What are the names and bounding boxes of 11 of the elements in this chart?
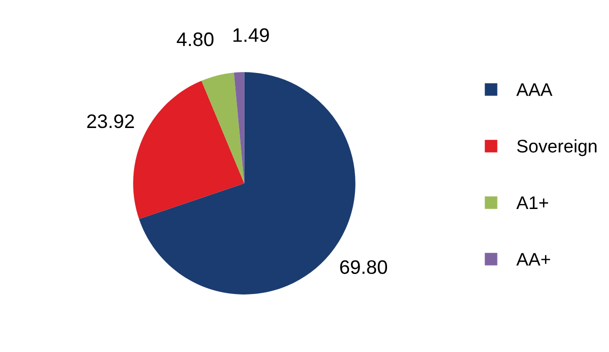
pie-slice bbox=[133, 80, 244, 220]
legend-label: AAA bbox=[516, 83, 552, 96]
legend-label: A1+ bbox=[516, 196, 548, 209]
legend-label: AA+ bbox=[516, 253, 550, 266]
data-label: 69.80 bbox=[340, 260, 388, 274]
data-label: 1.49 bbox=[233, 28, 269, 42]
pie-slice bbox=[234, 72, 244, 184]
data-label: 23.92 bbox=[87, 114, 134, 128]
data-label: 4.80 bbox=[176, 32, 214, 46]
pie-slice bbox=[201, 72, 244, 184]
legend-label: Sovereign bbox=[517, 139, 596, 156]
